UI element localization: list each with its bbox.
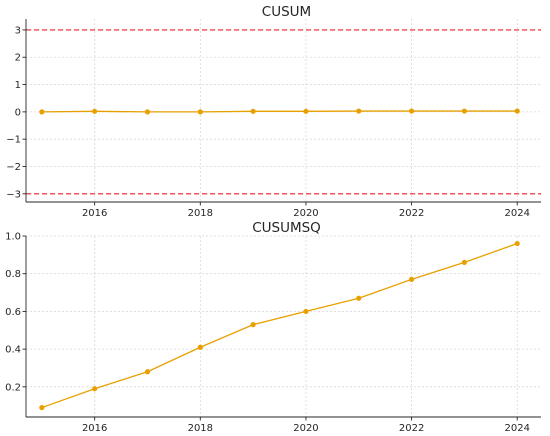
cusum-xtick-label-0: 2016 <box>82 208 107 219</box>
cusumsq-point-8 <box>461 259 468 265</box>
cusumsq-ytick-label-2: 0.6 <box>5 307 21 318</box>
cusum-point-9 <box>514 108 520 114</box>
cusumsq-title: CUSUMSQ <box>252 220 321 236</box>
cusum-point-6 <box>356 108 362 114</box>
cusumsq-series-line <box>41 242 518 409</box>
cusum-point-3 <box>197 109 203 115</box>
cusumsq-point-7 <box>408 276 415 282</box>
cusum-series-line <box>41 110 518 113</box>
cusum-point-8 <box>461 108 468 114</box>
cusumsq-point-1 <box>92 386 98 392</box>
cusumsq-point-5 <box>303 308 309 315</box>
cusum-xtick-label-3: 2022 <box>399 208 424 219</box>
cusum-xtick-label-2: 2020 <box>293 208 318 219</box>
cusum-panel: 2016 2018 2020 2022 2024 3 2 1 0 −1 −2 −3 CUSUM <box>6 4 541 219</box>
cusumsq-point-6 <box>356 295 362 301</box>
cusumsq-xtick-label-2: 2020 <box>293 423 318 434</box>
cusum-ytick-label-5: −2 <box>6 162 21 173</box>
cusumsq-ytick-label-1: 0.8 <box>5 269 21 280</box>
cusumsq-point-3 <box>197 344 203 350</box>
cusumsq-ytick-label-3: 0.4 <box>5 345 21 356</box>
cusumsq-panel: 2016 2018 2020 2022 2024 1.0 0.8 0.6 0.4 0.2 CUSUM… <box>5 220 541 434</box>
cusum-ytick-label-6: −3 <box>6 189 21 200</box>
cusumsq-xtick-label-3: 2022 <box>399 423 424 434</box>
cusumsq-point-0 <box>39 404 45 411</box>
cusumsq-xtick-label-4: 2024 <box>505 423 530 434</box>
cusum-point-7 <box>408 108 415 114</box>
cusum-ytick-label-4: −1 <box>6 135 21 146</box>
cusum-xtick-label-4: 2024 <box>505 208 530 219</box>
cusumsq-point-4 <box>250 322 256 328</box>
cusum-point-2 <box>144 109 151 115</box>
cusum-ytick-label-3: 0 <box>15 107 21 118</box>
cusumsq-point-9 <box>514 240 520 247</box>
cusum-ytick-label-0: 3 <box>15 25 21 36</box>
cusumsq-point-2 <box>144 369 151 375</box>
cusum-ytick-label-2: 1 <box>15 80 21 91</box>
cusum-ytick-label-1: 2 <box>15 53 21 64</box>
cusum-title: CUSUM <box>262 4 311 20</box>
cusumsq-ytick-label-0: 1.0 <box>5 232 21 243</box>
cusum-point-5 <box>303 108 309 114</box>
cusum-point-4 <box>250 108 256 114</box>
cusumsq-xtick-label-1: 2018 <box>188 423 213 434</box>
cusum-point-1 <box>92 108 98 114</box>
cusum-point-0 <box>39 109 45 115</box>
cusum-xtick-label-1: 2018 <box>188 208 213 219</box>
cusumsq-xtick-label-0: 2016 <box>82 423 107 434</box>
cusumsq-ytick-label-4: 0.2 <box>5 382 21 393</box>
